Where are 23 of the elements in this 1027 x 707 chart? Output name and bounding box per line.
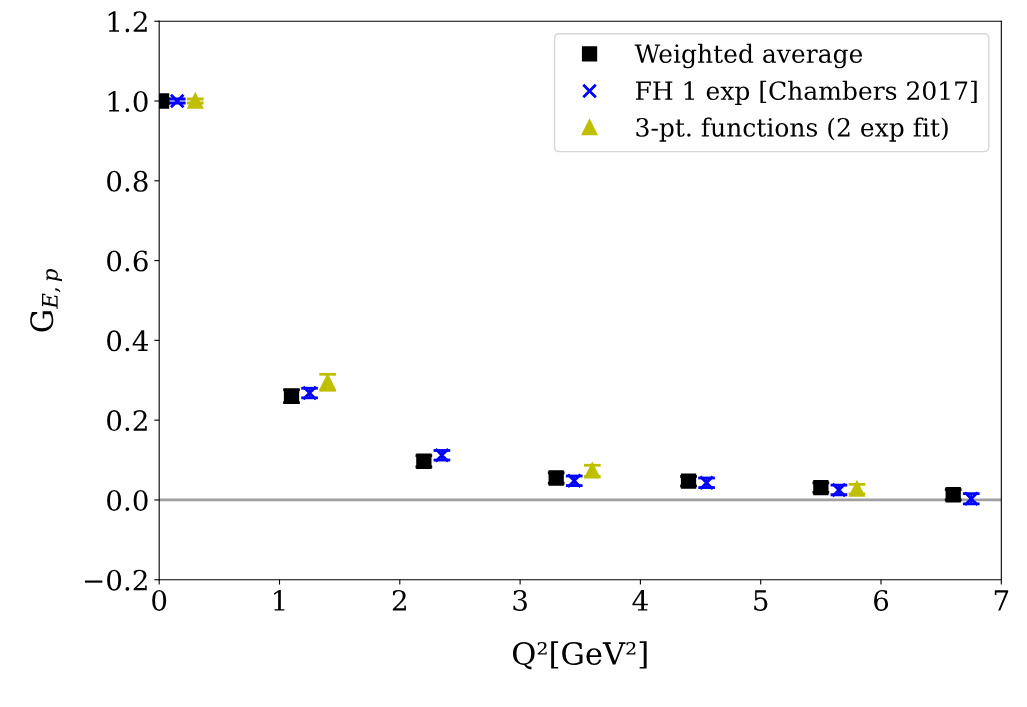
y-tick-label: −0.2 bbox=[84, 569, 147, 591]
y-tick-label: 0.2 bbox=[107, 410, 147, 432]
x-tick-label: 5 bbox=[754, 590, 768, 611]
x-tick-label: 7 bbox=[994, 590, 1009, 611]
x-tick-label: 6 bbox=[874, 589, 889, 611]
x-tick-label: 1 bbox=[274, 589, 285, 611]
legend-label: FH 1 exp [Chambers 2017] bbox=[635, 80, 977, 105]
y-tick-label: 0.4 bbox=[107, 330, 149, 352]
y-tick-label: 0.0 bbox=[107, 489, 148, 511]
y-axis-title: G$_{E,p}$ bbox=[30, 268, 63, 332]
y-tick-label: 0.8 bbox=[107, 170, 148, 192]
x-tick-label: 2 bbox=[392, 589, 406, 611]
y-tick-label: 0.6 bbox=[107, 250, 148, 272]
point bbox=[187, 93, 203, 109]
x-tick-label: 3 bbox=[513, 589, 527, 611]
point bbox=[169, 93, 185, 109]
x-tick-label: 0 bbox=[152, 589, 167, 611]
y-tick-label: 1.2 bbox=[108, 11, 147, 33]
y-tick-label: 1.0 bbox=[108, 90, 148, 112]
x-tick-label: 4 bbox=[632, 589, 648, 611]
x-axis-title: Q²[GeV²] bbox=[512, 641, 647, 670]
legend-label: 3-pt. functions (2 exp fit) bbox=[636, 117, 948, 142]
legend-label: Weighted average bbox=[634, 43, 863, 69]
